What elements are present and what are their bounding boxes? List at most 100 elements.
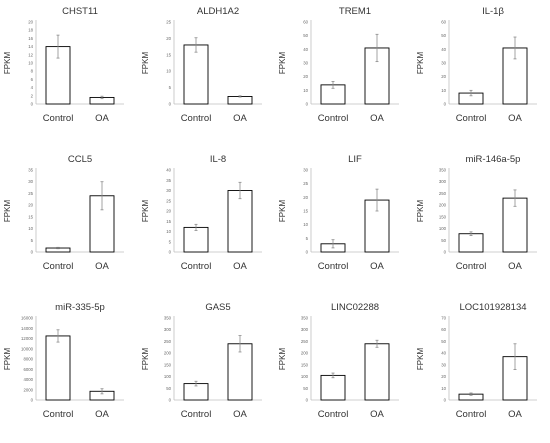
error-bar-oa xyxy=(100,95,104,100)
y-tick-label: 16000 xyxy=(21,316,34,321)
y-tick-label: 5 xyxy=(168,85,171,90)
error-bar-control xyxy=(331,239,335,249)
bar-oa xyxy=(364,343,390,401)
y-tick-label: 15 xyxy=(166,52,171,57)
y-tick-label: 8000 xyxy=(23,357,33,362)
y-tick-label: 200 xyxy=(438,203,446,208)
x-category-label: Control xyxy=(455,261,486,272)
x-category-label: OA xyxy=(95,113,109,124)
y-tick-label: 10000 xyxy=(21,346,34,351)
x-category-label: OA xyxy=(95,409,109,420)
y-tick-label: 200 xyxy=(163,351,171,356)
y-tick-label: 50 xyxy=(166,386,171,391)
error-bar-control xyxy=(194,37,197,53)
y-axis-label: FPKM xyxy=(3,52,12,75)
y-tick-label: 25 xyxy=(28,191,33,196)
y-tick-label: 10 xyxy=(166,229,171,234)
x-category-label: OA xyxy=(233,261,247,272)
y-tick-label: 10 xyxy=(303,88,308,93)
y-tick-label: 50 xyxy=(303,33,308,38)
y-tick-label: 250 xyxy=(301,339,309,344)
y-tick-label: 15 xyxy=(166,219,171,224)
y-axis-label: FPKM xyxy=(3,200,12,223)
chart-title: TREM1 xyxy=(339,6,371,17)
y-axis-label: FPKM xyxy=(416,348,425,371)
x-category-label: Control xyxy=(455,409,486,420)
y-tick-label: 40 xyxy=(441,47,446,52)
error-bar-oa xyxy=(100,181,104,211)
x-category-label: Control xyxy=(318,261,349,272)
y-tick-label: 150 xyxy=(438,214,446,219)
y-tick-label: 60 xyxy=(441,327,446,332)
error-bar-oa xyxy=(513,343,516,370)
error-bar-control xyxy=(331,81,335,89)
y-tick-label: 50 xyxy=(441,33,446,38)
y-tick-label: 50 xyxy=(441,238,446,243)
y-tick-label: 35 xyxy=(166,178,171,183)
y-tick-label: 150 xyxy=(163,362,171,367)
chart-linc02288: LINC02288 FPKM 0 50 100 150 200 250 300 350 Contro… xyxy=(278,302,399,420)
y-tick-label: 350 xyxy=(163,316,171,321)
y-tick-label: 150 xyxy=(301,362,309,367)
y-tick-label: 5 xyxy=(31,238,34,243)
y-axis-label: FPKM xyxy=(416,52,425,75)
y-axis-label: FPKM xyxy=(278,348,287,371)
y-tick-label: 0 xyxy=(168,102,171,107)
y-tick-label: 25 xyxy=(166,20,171,25)
y-tick-label: 5 xyxy=(168,239,171,244)
y-tick-label: 14 xyxy=(28,44,33,49)
y-tick-label: 20 xyxy=(441,374,446,379)
chart-title: miR-146a-5p xyxy=(465,154,520,165)
y-tick-label: 40 xyxy=(166,168,171,173)
y-tick-label: 6 xyxy=(31,77,34,82)
bar-oa xyxy=(227,96,252,105)
bar-control xyxy=(45,335,71,401)
chart-gas5: GAS5 FPKM 0 50 100 150 200 250 300 350 Control OA xyxy=(141,302,262,420)
y-tick-label: 250 xyxy=(438,191,446,196)
y-tick-label: 16 xyxy=(28,36,33,41)
y-axis-label: FPKM xyxy=(141,348,150,371)
x-category-label: Control xyxy=(43,113,74,124)
y-tick-label: 0 xyxy=(31,398,34,403)
y-tick-label: 70 xyxy=(441,316,446,321)
y-tick-label: 40 xyxy=(303,47,308,52)
y-tick-label: 40 xyxy=(441,351,446,356)
y-tick-label: 18 xyxy=(28,28,33,33)
y-tick-label: 30 xyxy=(303,61,308,66)
chart-title: CCL5 xyxy=(68,154,92,165)
y-tick-label: 30 xyxy=(166,188,171,193)
y-tick-label: 10 xyxy=(303,222,308,227)
x-category-label: Control xyxy=(318,409,349,420)
x-category-label: Control xyxy=(43,409,74,420)
bar-control xyxy=(183,44,208,105)
y-tick-label: 20 xyxy=(28,20,33,25)
y-tick-label: 0 xyxy=(306,250,309,255)
y-tick-label: 10 xyxy=(441,88,446,93)
x-category-label: OA xyxy=(233,409,247,420)
y-tick-label: 0 xyxy=(31,102,34,107)
error-bar-oa xyxy=(238,95,241,98)
y-tick-label: 4 xyxy=(31,85,34,90)
y-tick-label: 0 xyxy=(443,102,446,107)
bar-control xyxy=(320,374,346,401)
chart-il-8: IL-8 FPKM 0 5 10 15 20 25 30 35 40 Control OA xyxy=(141,154,262,272)
y-tick-label: 20 xyxy=(166,36,171,41)
x-category-label: OA xyxy=(508,261,522,272)
y-axis-label: FPKM xyxy=(278,52,287,75)
x-category-label: OA xyxy=(370,409,384,420)
chart-mir-335-5p: miR-335-5p FPKM 0 2000 4000 6000 8000 10000 1200… xyxy=(3,302,124,420)
chart-title: IL-1β xyxy=(482,6,504,17)
y-tick-label: 300 xyxy=(438,179,446,184)
y-axis-label: FPKM xyxy=(3,348,12,371)
chart-title: GAS5 xyxy=(205,302,230,313)
chart-il-1: IL-1β FPKM 0 10 20 30 40 50 60 Control OA xyxy=(416,6,537,124)
y-tick-label: 100 xyxy=(301,374,309,379)
y-tick-label: 2 xyxy=(31,93,34,98)
y-tick-label: 0 xyxy=(306,398,309,403)
y-tick-label: 20 xyxy=(303,195,308,200)
chart-title: CHST11 xyxy=(62,6,98,17)
y-tick-label: 50 xyxy=(303,386,308,391)
y-tick-label: 0 xyxy=(443,250,446,255)
y-tick-label: 0 xyxy=(168,398,171,403)
